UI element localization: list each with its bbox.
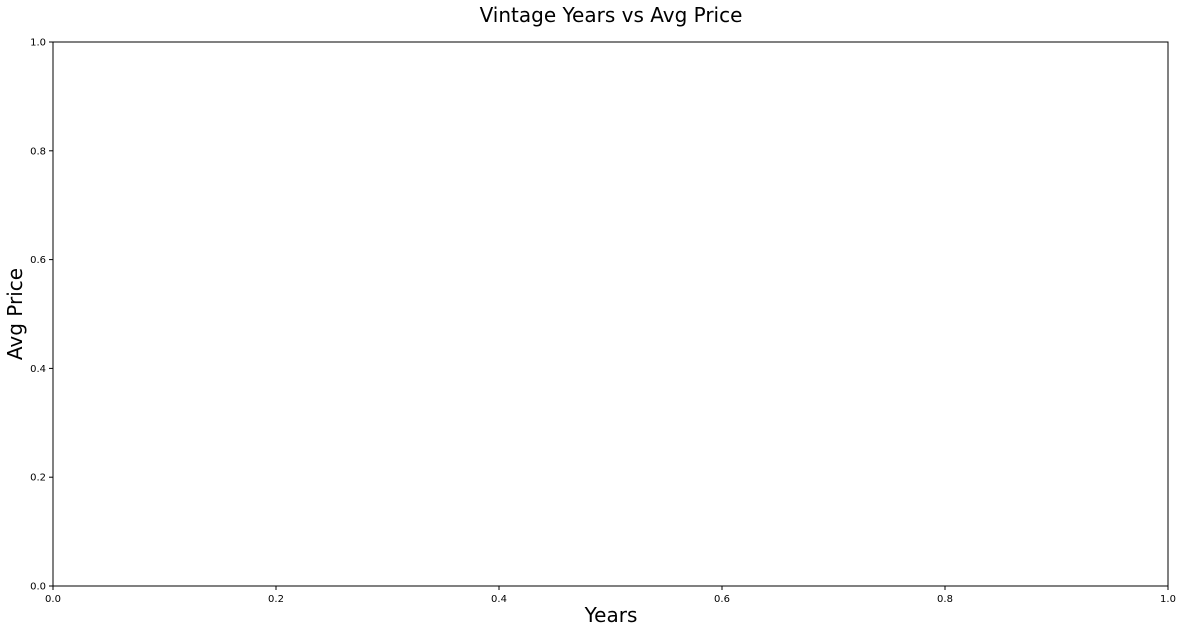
x-tick-label: 0.4: [491, 594, 507, 605]
x-axis-label: Years: [584, 603, 638, 627]
y-tick-label: 0.0: [30, 582, 46, 593]
x-tick-label: 0.6: [714, 594, 730, 605]
x-tick-label: 1.0: [1160, 594, 1176, 605]
y-axis-ticks: 0.0 0.2 0.4 0.6 0.8 1.0: [30, 38, 53, 593]
x-tick-label: 0.2: [268, 594, 284, 605]
y-tick-label: 0.2: [30, 473, 46, 484]
y-tick-label: 0.6: [30, 255, 46, 266]
plot-area-frame: [52, 41, 1169, 587]
chart-title: Vintage Years vs Avg Price: [480, 3, 743, 27]
y-tick-label: 1.0: [30, 38, 46, 49]
y-tick-label: 0.8: [30, 146, 46, 157]
x-tick-label: 0.8: [937, 594, 953, 605]
y-tick-label: 0.4: [30, 364, 46, 375]
x-tick-label: 0.0: [45, 594, 61, 605]
x-axis-ticks: 0.0 0.2 0.4 0.6 0.8 1.0: [45, 586, 1176, 605]
y-axis-label: Avg Price: [3, 268, 27, 360]
